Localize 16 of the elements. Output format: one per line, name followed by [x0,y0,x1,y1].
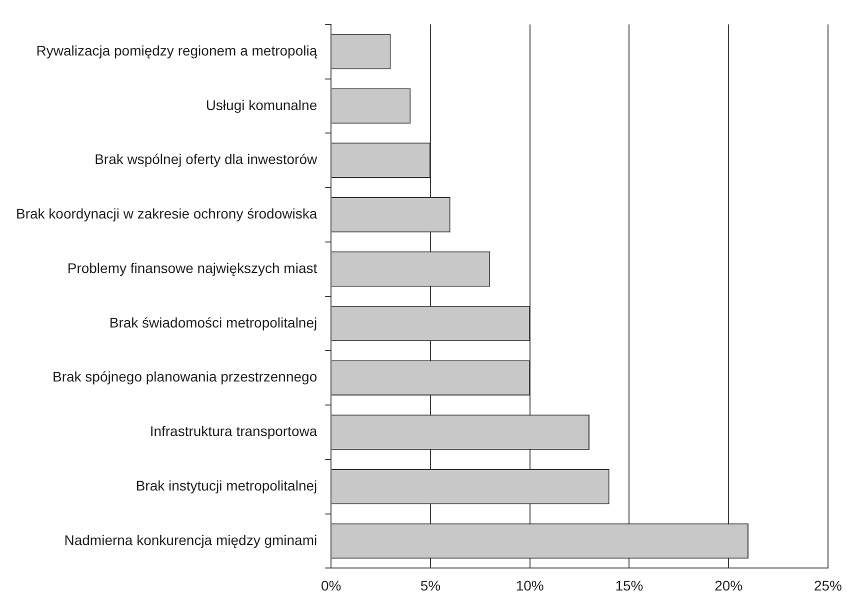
y-tick-label: Brak spójnego planowania przestrzennego [52,368,318,385]
x-tick-label: 0% [321,577,342,594]
x-tick-label: 5% [420,577,441,594]
y-tick-label: Usługi komunalne [206,96,318,113]
y-tick-label: Brak instytucji metropolitalnej [136,477,318,494]
y-tick-label: Nadmierna konkurencja między gminami [64,532,318,548]
y-tick-label: Brak wspólnej oferty dla inwestorów [94,151,318,168]
y-tick-label: Infrastruktura transportowa [150,423,318,440]
y-tick-label: Brak świadomości metropolitalnej [109,314,318,330]
x-tick-label: 15% [615,577,644,594]
y-tick-label: Problemy finansowe największych miast [67,260,318,276]
x-tick-label: 20% [714,577,743,594]
y-tick-label: Brak koordynacji w zakresie ochrony środowiska [16,206,318,222]
x-tick-label: 25% [814,577,842,594]
y-tick-label: Rywalizacja pomiędzy regionem a metropolią [36,42,318,58]
x-tick-label: 10% [516,577,544,594]
